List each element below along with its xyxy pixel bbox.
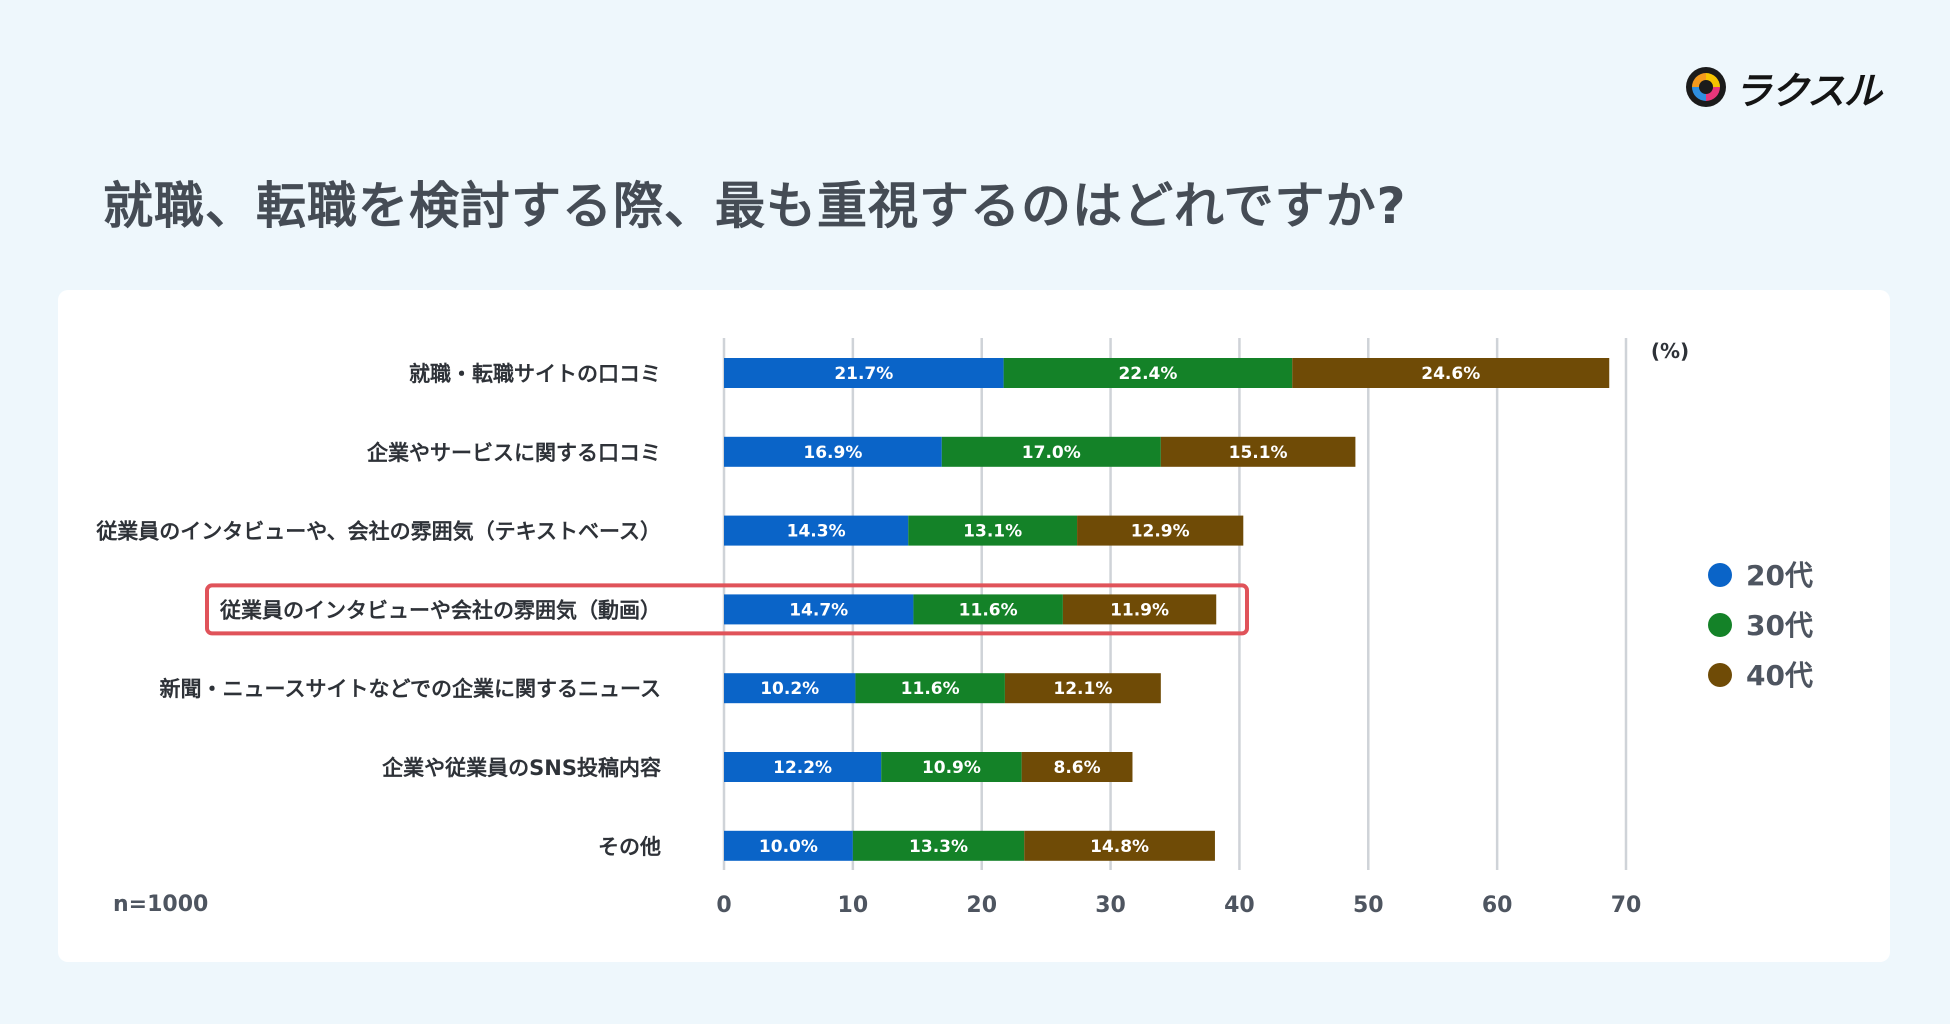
bar-segment-30代 <box>908 515 1078 546</box>
sample-size-note: n=1000 <box>113 892 208 917</box>
logo: ラクスル <box>1686 62 1882 113</box>
bar-segment-20代 <box>724 358 1004 388</box>
x-tick-label: 50 <box>1353 893 1384 918</box>
bar-segment-40代 <box>1062 594 1217 625</box>
data-label: 12.2% <box>773 758 832 778</box>
logo-mark-icon <box>1686 67 1726 107</box>
data-label: 24.6% <box>1421 364 1480 384</box>
legend-label: 30代 <box>1746 609 1813 642</box>
legend-marker-30代 <box>1708 613 1732 637</box>
bar-segment-40代 <box>1292 358 1610 388</box>
bar-segment-40代 <box>1024 830 1215 861</box>
category-label: 企業や従業員のSNS投稿内容 <box>381 756 661 780</box>
bar-segment-40代 <box>1077 515 1244 546</box>
x-tick-label: 20 <box>966 893 997 918</box>
data-label: 11.6% <box>959 600 1018 620</box>
unit-label: (%) <box>1651 339 1689 363</box>
legend-marker-40代 <box>1708 663 1732 687</box>
data-label: 15.1% <box>1229 443 1288 463</box>
bar-segment-40代 <box>1160 436 1356 467</box>
bar-segment-20代 <box>724 436 942 467</box>
legend-marker-20代 <box>1708 563 1732 587</box>
x-tick-label: 30 <box>1095 893 1126 918</box>
data-label: 17.0% <box>1022 443 1081 463</box>
category-label: 従業員のインタビューや会社の雰囲気（動画） <box>219 598 661 622</box>
data-label: 12.1% <box>1053 679 1112 699</box>
category-label: その他 <box>598 835 661 859</box>
bar-segment-20代 <box>724 830 853 861</box>
category-label: 新聞・ニュースサイトなどでの企業に関するニュース <box>160 677 661 701</box>
bar-segment-20代 <box>724 515 909 546</box>
data-label: 22.4% <box>1118 364 1177 384</box>
bar-segment-20代 <box>724 673 856 704</box>
data-label: 10.9% <box>922 758 981 778</box>
bar-segment-30代 <box>941 436 1161 467</box>
category-label: 就職・転職サイトの口コミ <box>409 362 661 386</box>
data-label: 13.1% <box>963 522 1022 542</box>
x-tick-label: 10 <box>838 893 869 918</box>
bar-segment-30代 <box>881 752 1022 782</box>
bar-segment-20代 <box>724 752 882 782</box>
data-label: 11.9% <box>1110 600 1169 620</box>
data-label: 14.8% <box>1090 837 1149 857</box>
bar-segment-30代 <box>855 673 1005 704</box>
data-label: 11.6% <box>901 679 960 699</box>
data-label: 14.3% <box>787 522 846 542</box>
data-label: 10.0% <box>759 837 818 857</box>
bar-segment-30代 <box>1003 358 1293 388</box>
data-label: 10.2% <box>760 679 819 699</box>
page-title: 就職、転職を検討する際、最も重視するのはどれですか? <box>103 177 1407 235</box>
data-label: 13.3% <box>909 837 968 857</box>
data-label: 14.7% <box>789 600 848 620</box>
legend-label: 20代 <box>1746 559 1813 592</box>
highlight-box <box>205 583 1249 636</box>
bar-segment-20代 <box>724 594 914 625</box>
x-tick-label: 60 <box>1482 893 1513 918</box>
category-label: 企業やサービスに関する口コミ <box>366 441 661 465</box>
category-label: 従業員のインタビューや、会社の雰囲気（テキストベース） <box>95 520 661 544</box>
data-label: 8.6% <box>1053 758 1100 778</box>
bar-segment-40代 <box>1021 752 1133 782</box>
x-tick-label: 40 <box>1224 893 1255 918</box>
logo-text: ラクスル <box>1734 68 1882 113</box>
bar-segment-40代 <box>1004 673 1161 704</box>
bar-segment-30代 <box>913 594 1063 625</box>
bar-segment-30代 <box>852 830 1025 861</box>
x-tick-label: 0 <box>716 893 731 918</box>
legend-label: 40代 <box>1746 659 1813 692</box>
x-tick-label: 70 <box>1611 893 1642 918</box>
data-label: 12.9% <box>1131 522 1190 542</box>
data-label: 16.9% <box>803 443 862 463</box>
data-label: 21.7% <box>834 364 893 384</box>
